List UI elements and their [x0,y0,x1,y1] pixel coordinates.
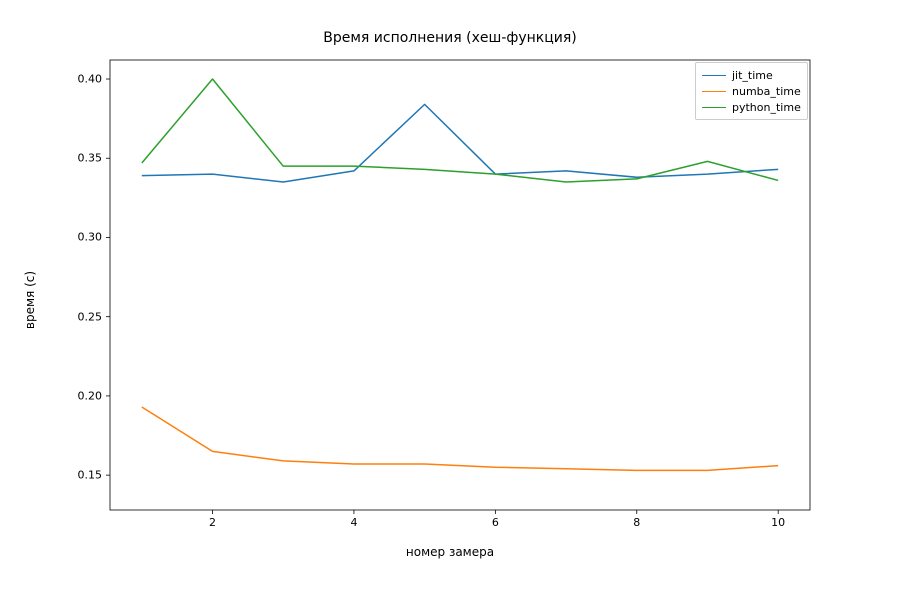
xtick-label: 10 [771,516,785,529]
y-ticks [106,79,110,475]
ytick-label: 0.40 [78,73,103,86]
xtick-label: 2 [209,516,216,529]
legend-swatch [702,75,726,76]
legend-row: python_time [702,99,801,115]
legend-row: jit_time [702,67,801,83]
x-ticks [213,510,779,514]
ytick-label: 0.15 [78,469,103,482]
legend-label: jit_time [732,69,773,82]
ytick-label: 0.25 [78,310,103,323]
ytick-label: 0.20 [78,389,103,402]
y-axis-label: время (с) [23,271,37,329]
figure: Время исполнения (хеш-функция) 246810 0.… [0,0,900,600]
xtick-label: 6 [492,516,499,529]
xtick-label: 4 [350,516,357,529]
series-line [142,104,778,182]
legend-swatch [702,91,726,92]
legend-label: python_time [732,101,801,114]
legend-label: numba_time [732,85,801,98]
axes-spines [110,60,810,510]
series-lines [142,79,778,470]
legend: jit_time numba_time python_time [695,62,808,120]
x-axis-label: номер замера [0,545,900,559]
series-line [142,79,778,182]
ytick-label: 0.30 [78,231,103,244]
legend-row: numba_time [702,83,801,99]
ytick-label: 0.35 [78,152,103,165]
xtick-label: 8 [633,516,640,529]
series-line [142,407,778,470]
legend-swatch [702,107,726,108]
